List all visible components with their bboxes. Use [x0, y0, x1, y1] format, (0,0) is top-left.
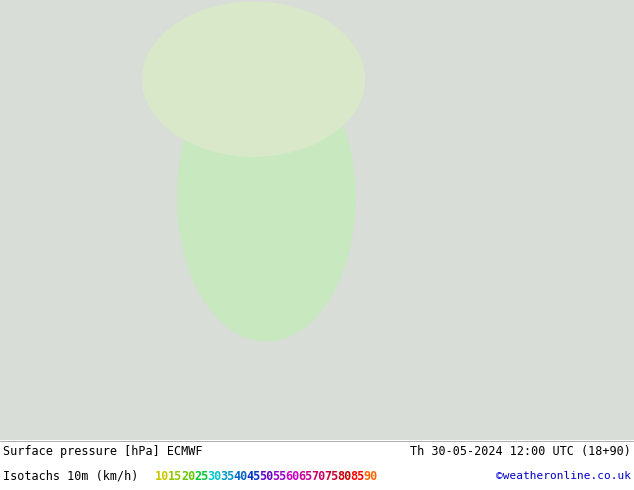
Text: 15: 15 — [168, 469, 182, 483]
Text: Surface pressure [hPa] ECMWF: Surface pressure [hPa] ECMWF — [3, 444, 202, 458]
Text: 60: 60 — [285, 469, 299, 483]
Text: Isotachs 10m (km/h): Isotachs 10m (km/h) — [3, 469, 138, 483]
Ellipse shape — [178, 55, 355, 341]
Text: 85: 85 — [350, 469, 365, 483]
Text: Th 30-05-2024 12:00 UTC (18+90): Th 30-05-2024 12:00 UTC (18+90) — [410, 444, 631, 458]
Text: 50: 50 — [259, 469, 273, 483]
Text: 80: 80 — [337, 469, 351, 483]
Text: 65: 65 — [298, 469, 313, 483]
Text: 40: 40 — [233, 469, 247, 483]
Text: 55: 55 — [272, 469, 286, 483]
Text: 10: 10 — [155, 469, 169, 483]
Text: 20: 20 — [181, 469, 195, 483]
Text: 90: 90 — [363, 469, 377, 483]
Ellipse shape — [143, 2, 365, 156]
Text: 45: 45 — [246, 469, 260, 483]
Text: ©weatheronline.co.uk: ©weatheronline.co.uk — [496, 471, 631, 481]
Text: 30: 30 — [207, 469, 221, 483]
Text: 75: 75 — [324, 469, 339, 483]
Text: 25: 25 — [194, 469, 208, 483]
Text: 70: 70 — [311, 469, 325, 483]
Text: 35: 35 — [220, 469, 234, 483]
